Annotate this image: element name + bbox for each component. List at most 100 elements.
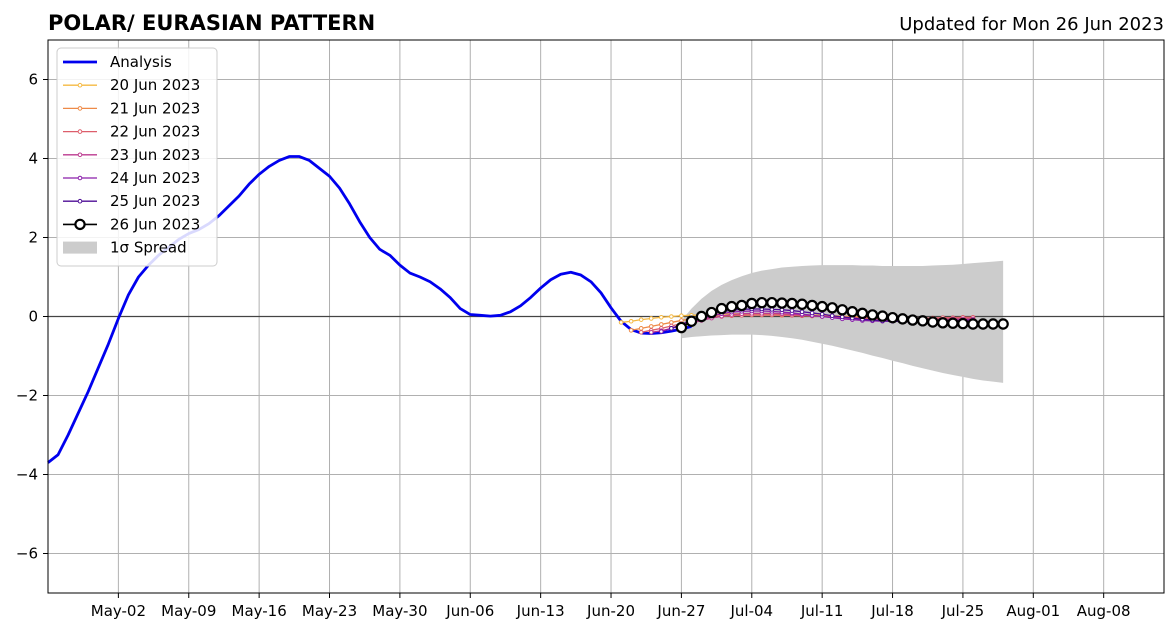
forecast-point [658, 314, 664, 320]
legend-label: 25 Jun 2023 [110, 192, 200, 210]
legend-swatch-marker [77, 198, 83, 204]
x-tick-label: Jul-04 [729, 602, 773, 620]
forecast-point [829, 313, 835, 319]
forecast-point [836, 304, 848, 316]
x-tick-label: May-23 [302, 602, 357, 620]
forecast-point [679, 313, 684, 319]
forecast-point [618, 320, 624, 325]
forecast-point [648, 324, 654, 329]
legend-swatch-marker [77, 106, 83, 111]
forecast-point [927, 316, 939, 328]
y-tick-label: 2 [28, 229, 38, 247]
y-tick-label: 0 [28, 308, 38, 326]
x-tick-label: May-09 [161, 602, 216, 620]
legend-label: 21 Jun 2023 [110, 99, 200, 117]
x-tick-label: Jul-11 [800, 602, 844, 620]
y-tick-label: −2 [16, 387, 38, 405]
forecast-point [799, 309, 805, 315]
forecast-point [756, 296, 768, 309]
forecast-point [705, 306, 718, 319]
forecast-point [987, 318, 999, 330]
x-tick-label: Jun-13 [516, 602, 565, 620]
x-tick-label: May-16 [232, 602, 287, 620]
forecast-point [816, 300, 828, 313]
forecast-series [675, 296, 1009, 334]
legend: Analysis 20 Jun 2023 21 Jun 2023 22 Jun 202… [56, 47, 218, 267]
y-tick-label: −6 [16, 545, 38, 563]
forecast-point [648, 316, 654, 321]
forecast-point [796, 298, 808, 310]
forecast-point [809, 310, 815, 316]
forecast-point [658, 329, 664, 334]
forecast-point [886, 311, 899, 324]
forecast-point [746, 297, 758, 310]
forecast-point [638, 330, 644, 335]
legend-swatch-marker [77, 175, 83, 181]
x-tick-label: Jun-27 [656, 602, 705, 620]
forecast-point [695, 310, 708, 323]
forecast-point [906, 314, 919, 326]
forecast-point [725, 300, 738, 313]
y-tick-label: −4 [16, 466, 38, 484]
forecast-point [846, 306, 859, 318]
forecast-point [876, 310, 889, 322]
forecast-point [839, 314, 845, 320]
forecast-point [997, 318, 1009, 330]
updated-label: Updated for Mon 26 Jun 2023 [899, 14, 1164, 35]
x-tick-label: Jun-20 [586, 602, 635, 620]
x-tick-label: Jun-06 [445, 602, 494, 620]
forecast-point [776, 297, 788, 309]
forecast-point [826, 302, 838, 314]
forecast-point [957, 317, 969, 330]
legend-label: 24 Jun 2023 [110, 169, 200, 187]
x-tick-label: Aug-08 [1077, 602, 1131, 620]
legend-swatch-marker [74, 218, 86, 231]
spread-band [681, 260, 1004, 383]
forecast-point [685, 315, 698, 327]
legend-swatch-marker [77, 129, 83, 134]
legend-swatch-marker [77, 152, 83, 158]
legend-swatch-spread [63, 241, 97, 254]
forecast-point [669, 326, 674, 331]
x-tick-label: Jul-18 [870, 602, 914, 620]
forecast-point [896, 313, 909, 325]
x-tick-label: Jul-25 [941, 602, 985, 620]
forecast-point [786, 297, 798, 310]
forecast-point [736, 299, 748, 312]
chart-title: POLAR/ EURASIAN PATTERN [48, 11, 375, 35]
forecast-point [967, 318, 979, 330]
forecast-point [856, 307, 869, 320]
forecast-point [638, 317, 644, 322]
x-tick-label: May-02 [91, 602, 146, 620]
axis-ticks: −6 −4 −2 0 2 4 6 May-02 May-09 May-16 May-23 May-30… [16, 71, 1131, 621]
legend-label: Analysis [110, 53, 172, 71]
x-tick-label: Aug-01 [1006, 602, 1060, 620]
forecast-point [658, 322, 664, 327]
y-tick-label: 4 [28, 150, 38, 168]
forecast-point [917, 315, 929, 327]
forecast-point [937, 317, 949, 329]
forecast-point [819, 311, 825, 317]
forecast-point [628, 318, 634, 324]
legend-swatch-marker [77, 82, 83, 88]
legend-label: 20 Jun 2023 [110, 76, 200, 94]
spread-area [681, 260, 1004, 383]
x-tick-label: May-30 [372, 602, 427, 620]
y-tick-label: 6 [28, 71, 38, 89]
legend-label: 22 Jun 2023 [110, 123, 200, 141]
legend-label: 23 Jun 2023 [110, 146, 200, 164]
legend-label: 26 Jun 2023 [110, 215, 200, 233]
forecast-point [715, 302, 728, 315]
legend-box [56, 47, 218, 267]
forecast-point [977, 318, 989, 330]
forecast-point [806, 299, 818, 312]
forecast-point [648, 330, 654, 335]
forecast-point [675, 321, 688, 334]
forecast-point [789, 308, 795, 313]
forecast-point [947, 317, 959, 329]
forecast-point [866, 309, 879, 321]
legend-label: 1σ Spread [110, 239, 187, 257]
forecast-point [766, 296, 778, 309]
forecast-point [669, 314, 674, 319]
